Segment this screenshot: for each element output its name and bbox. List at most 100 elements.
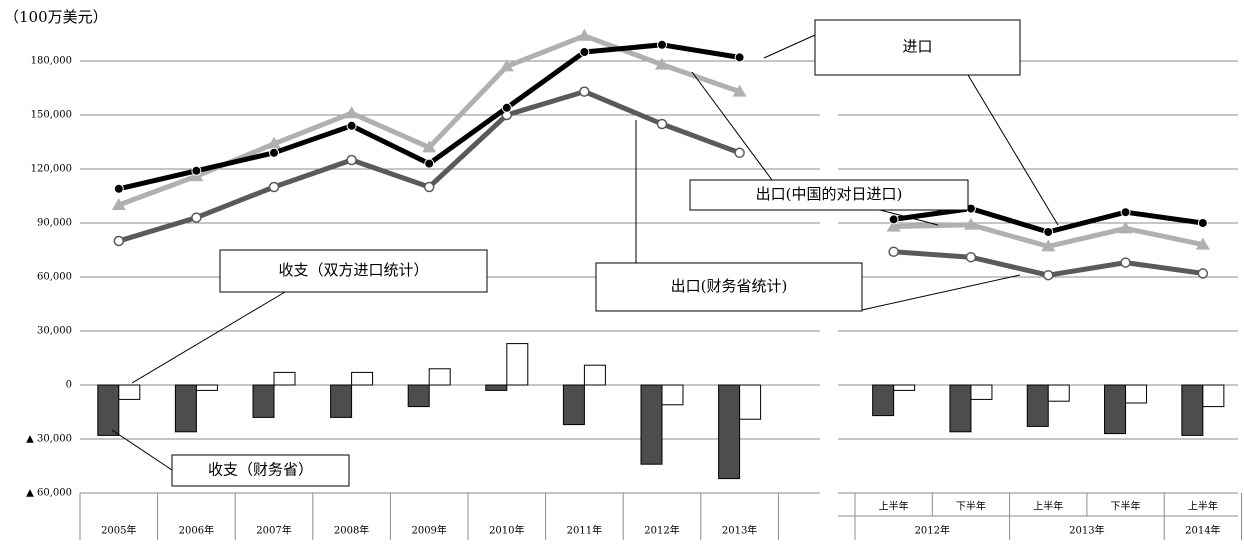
marker [501,102,512,113]
marker [113,183,124,194]
callout-line [763,34,816,59]
bar [407,384,430,408]
marker [191,212,202,223]
bar [330,384,353,418]
x-tick-label: 2006年 [179,524,214,537]
marker [191,165,202,176]
callout-line [691,71,773,181]
marker [1120,207,1131,218]
callout-label: 收支（财务省） [208,461,313,479]
marker [1195,237,1210,250]
callout-box [689,179,969,211]
group-label: 2012年 [915,524,950,537]
callout-box [595,262,863,312]
x-tick-label: 2007年 [256,524,291,537]
bar [583,364,606,386]
bar [252,384,275,418]
bar [1047,384,1070,402]
marker [655,57,669,70]
bar [562,384,585,426]
marker [1120,257,1131,268]
callout-line [879,209,939,226]
callout-box [219,249,488,293]
marker [1043,269,1054,281]
y-tick-label: 90,000 [37,218,72,229]
y-tick-label: 120,000 [31,164,72,175]
callout-box [171,454,350,487]
bar [949,384,972,433]
x-tick-label: 2009年 [411,524,446,537]
marker [268,181,280,193]
x-tick-label: 2012年 [644,524,679,537]
marker [657,39,667,50]
marker [344,106,359,119]
callout-box [814,19,1021,76]
x-tick-label: 2013年 [722,524,757,537]
x-tick-label: 上半年 [879,500,909,513]
callout-label: 出口(中国的对日进口) [756,185,903,203]
bar [273,371,296,386]
marker [577,28,592,41]
bar [718,384,741,480]
marker [111,198,126,210]
y-tick-label: 60,000 [37,272,72,283]
marker [579,86,590,97]
bar [640,384,663,465]
marker [888,246,899,258]
callout-line [111,429,173,471]
marker [886,219,901,232]
callout-label: 进口 [902,38,932,56]
x-tick-label: 上半年 [1033,500,1063,513]
callout-line [967,74,1059,226]
marker [113,235,125,247]
marker [267,136,281,149]
marker [1197,268,1209,279]
bar [1104,384,1127,435]
callout-label: 收支（双方进口统计） [278,261,428,279]
marker [422,140,437,153]
marker [346,154,357,166]
marker [269,147,279,158]
marker [656,118,668,130]
bar [893,384,916,391]
x-tick-label: 2010年 [489,524,524,537]
marker [1118,221,1133,234]
bar [1181,384,1204,436]
bar [872,384,895,417]
marker [424,158,435,169]
marker [1043,227,1054,237]
bar [739,384,762,420]
bar [351,371,374,386]
group-label: 2013年 [1069,524,1104,537]
x-tick-label: 2008年 [334,524,369,537]
y-tick-label: 0 [66,380,72,391]
x-tick-label: 下半年 [1111,500,1141,513]
marker [734,52,745,63]
marker [732,84,747,97]
y-tick-label: 180,000 [31,56,72,67]
y-tick-label: ▲ 30,000 [26,434,72,445]
x-tick-label: 2005年 [101,524,136,537]
bar [195,384,218,391]
y-tick-label: ▲ 60,000 [26,488,72,499]
marker [346,120,357,131]
y-tick-label: 30,000 [37,326,72,337]
marker [1041,239,1056,252]
marker [963,217,978,230]
x-tick-label: 2011年 [567,524,602,537]
bar [1125,384,1148,404]
bar [428,368,451,386]
group-label: 2014年 [1185,524,1220,537]
callout-line [861,274,1021,311]
bar [1026,384,1049,427]
marker [579,47,590,57]
callout-label: 出口(财务省统计) [671,277,788,295]
marker [1197,218,1208,228]
bar [1202,384,1225,408]
bar [506,343,529,386]
marker [499,59,514,72]
marker [734,147,745,159]
y-axis-unit: （100万美元） [4,8,108,26]
bar [970,384,993,400]
marker [888,214,899,225]
